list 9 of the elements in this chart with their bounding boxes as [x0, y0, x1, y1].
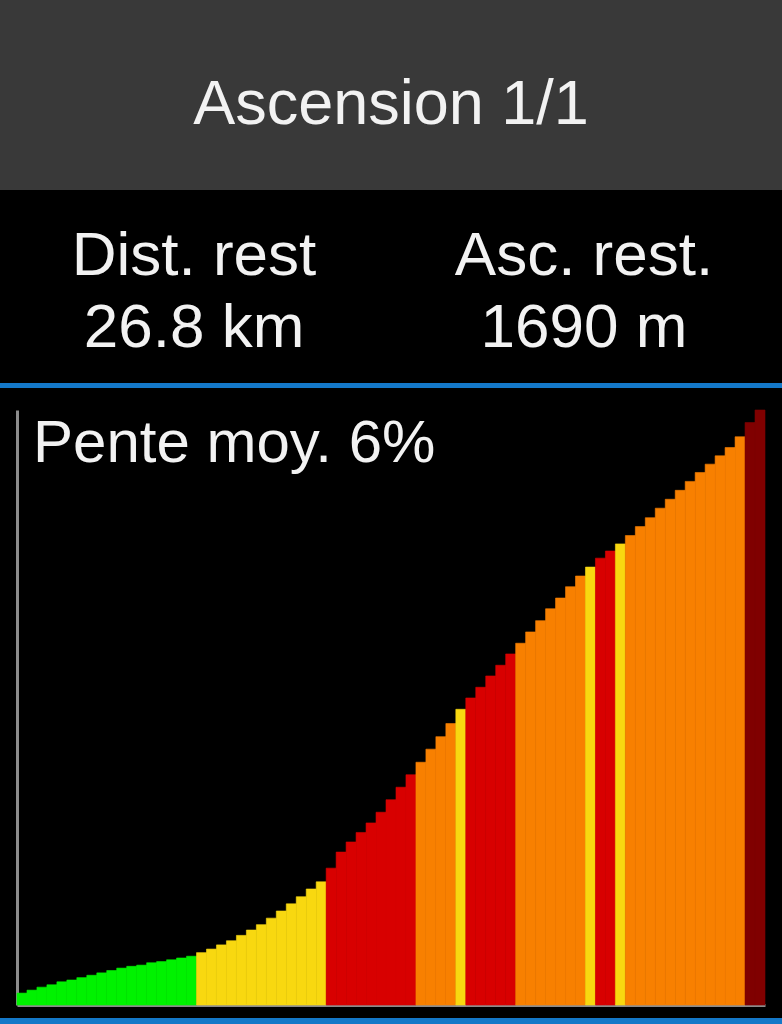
annotation: Pente moy. 6% — [33, 408, 436, 475]
chart-title: Ascension 1/1 — [193, 67, 589, 137]
text: Dist. rest — [71, 219, 317, 288]
text: Asc. rest. — [454, 219, 714, 288]
bar — [585, 566, 596, 1006]
bar — [455, 708, 467, 1006]
text: 1690 m — [480, 291, 688, 360]
bar — [615, 543, 626, 1006]
text: 26.8 km — [83, 291, 305, 360]
